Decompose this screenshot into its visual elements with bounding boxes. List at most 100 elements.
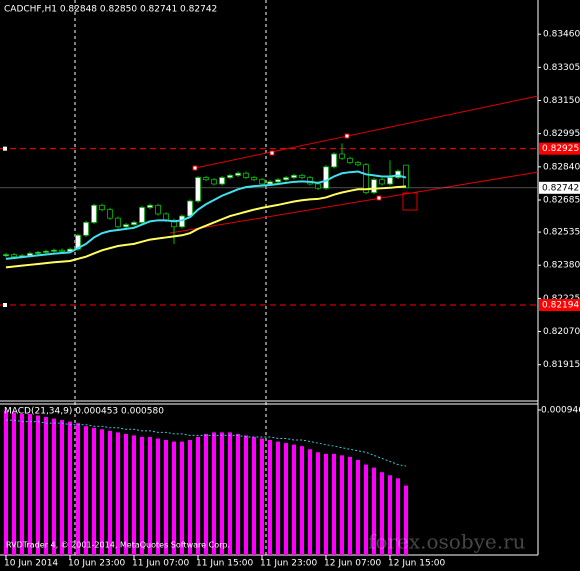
y-tick-label: 0.81915	[543, 360, 580, 370]
trend-line	[169, 171, 539, 234]
candle-body	[371, 179, 377, 193]
price-level-tag	[539, 142, 580, 155]
macd-bar	[308, 449, 312, 555]
macd-bar	[364, 464, 368, 555]
candle-body	[347, 157, 353, 163]
macd-bar	[276, 441, 280, 555]
macd-bar	[348, 456, 352, 555]
macd-bar	[268, 440, 272, 555]
y-tick-label: 0.82225	[543, 294, 580, 304]
macd-bar	[220, 432, 224, 555]
indicator-title: MACD(21,34,9) 0.000453 0.000580	[4, 407, 164, 417]
candle-body	[91, 204, 97, 223]
candle-body	[155, 204, 161, 215]
macd-bar	[132, 435, 136, 555]
price-level-tag	[539, 299, 580, 312]
y-tick-label: 0.82380	[543, 261, 580, 271]
watermark: forex.osobye.ru	[368, 530, 526, 554]
macd-bar	[300, 446, 304, 555]
price-level-label: 0.82194	[542, 301, 579, 311]
candle-body	[107, 209, 113, 219]
macd-bar	[324, 453, 328, 555]
macd-bar	[92, 427, 96, 555]
selection-box	[402, 192, 418, 211]
macd-bar	[84, 426, 88, 555]
candle-body	[379, 179, 385, 185]
candle-body	[51, 249, 57, 252]
macd-bar	[204, 433, 208, 555]
y-tick-label: 0.83150	[543, 96, 580, 106]
macd-bar	[52, 418, 56, 555]
macd-bar	[4, 410, 8, 555]
candle-body	[187, 200, 193, 217]
chart-title: CADCHF,H1 0.82848 0.82850 0.82741 0.8274…	[4, 5, 217, 15]
candle-body	[315, 183, 321, 189]
candle-body	[35, 252, 41, 254]
candle-body	[283, 177, 289, 181]
candle-body	[195, 177, 201, 202]
y-tick-label: 0.82840	[543, 162, 580, 172]
footer: RVDTrader 4, © 2001-2014, MetaQuotes Sof…	[6, 541, 230, 550]
candle-body	[83, 222, 89, 236]
macd-bar	[44, 417, 48, 555]
level-anchor	[3, 146, 7, 151]
candle-body	[211, 179, 217, 185]
macd-bar	[68, 421, 72, 555]
x-tick-label: 10 Jun 2014	[4, 559, 58, 569]
price-level-label: 0.82925	[542, 144, 579, 154]
y-tick-label: 0.82995	[543, 129, 580, 139]
anchor-point	[344, 133, 350, 139]
trend-line	[194, 95, 539, 169]
macd-bar	[164, 440, 168, 555]
macd-bar	[316, 452, 320, 555]
candle-body	[235, 172, 241, 176]
x-tick-label: 11 Jun 23:00	[260, 559, 317, 569]
candle-body	[251, 177, 257, 181]
candle-body	[203, 177, 209, 181]
candle-body	[99, 204, 105, 211]
x-tick-label: 12 Jun 07:00	[324, 559, 381, 569]
candle-body	[299, 175, 305, 178]
candle-body	[131, 222, 137, 225]
candle-body	[115, 217, 121, 228]
moving-average	[5, 185, 407, 269]
candle-body	[267, 181, 273, 185]
macd-bar	[20, 413, 24, 555]
y-tick-label: 0.83305	[543, 63, 580, 73]
macd-bar	[228, 432, 232, 555]
candle-body	[395, 170, 401, 178]
candle-body	[243, 172, 249, 178]
x-tick-label: 10 Jun 23:00	[68, 559, 125, 569]
candle-body	[3, 254, 9, 257]
macd-bar	[332, 453, 336, 555]
anchor-point	[376, 195, 382, 201]
macd-bar	[380, 472, 384, 555]
macd-bar	[108, 430, 112, 555]
macd-bar	[340, 455, 344, 555]
y-tick-label: 0.82070	[543, 327, 580, 337]
macd-bar	[28, 413, 32, 555]
macd-bar	[244, 435, 248, 555]
macd-bar	[156, 438, 160, 555]
macd-bar	[284, 443, 288, 555]
level-anchor	[3, 303, 7, 308]
macd-bar	[116, 432, 120, 555]
macd-bar	[388, 475, 392, 555]
anchor-point	[269, 150, 275, 156]
y-tick-label: 0.82685	[543, 196, 580, 206]
candle-body	[387, 177, 393, 185]
candle-body	[339, 153, 345, 159]
candle-body	[139, 207, 145, 223]
macd-bar	[196, 436, 200, 555]
macd-bar	[236, 433, 240, 555]
macd-bar	[356, 459, 360, 555]
candle-body	[331, 153, 337, 168]
moving-average	[5, 170, 407, 260]
current-price-label: 0.82742	[542, 183, 579, 193]
macd-bar	[212, 432, 216, 555]
macd-bar	[60, 420, 64, 555]
candle-body	[43, 250, 49, 253]
